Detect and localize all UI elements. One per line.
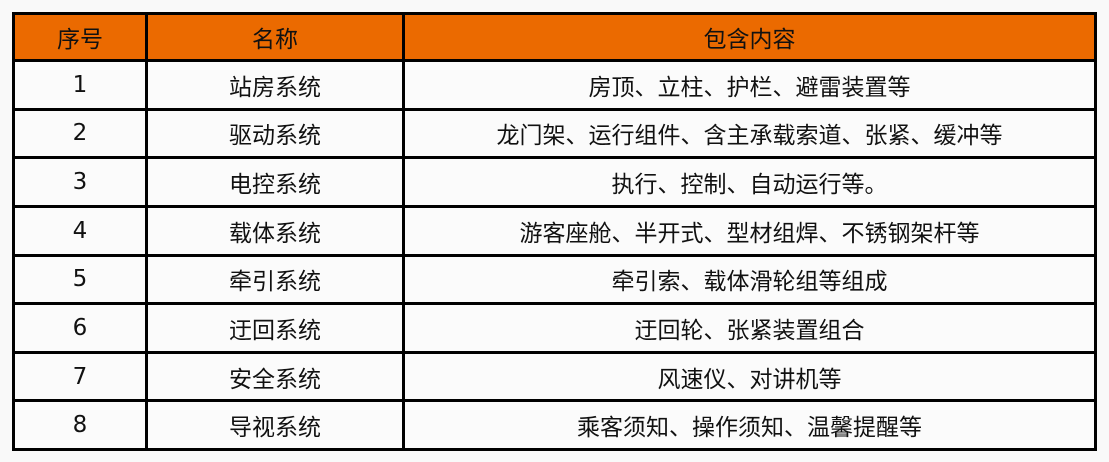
table-row: 7 安全系统 风速仪、对讲机等 bbox=[12, 350, 1097, 403]
cell-content: 执行、控制、自动运行等。 bbox=[402, 156, 1097, 208]
cell-no: 1 bbox=[12, 59, 148, 111]
cell-name: 迂回系统 bbox=[145, 302, 405, 354]
cell-content: 迂回轮、张紧装置组合 bbox=[402, 302, 1097, 354]
cell-no: 4 bbox=[12, 204, 148, 257]
cell-no: 6 bbox=[12, 302, 148, 354]
cell-content: 风速仪、对讲机等 bbox=[402, 350, 1097, 403]
header-content: 包含内容 bbox=[402, 12, 1097, 62]
cell-name: 站房系统 bbox=[145, 59, 405, 111]
cell-no: 2 bbox=[12, 107, 148, 160]
cell-no: 3 bbox=[12, 156, 148, 208]
cell-name: 牵引系统 bbox=[145, 253, 405, 306]
cell-content: 牵引索、载体滑轮组等组成 bbox=[402, 253, 1097, 306]
cell-name: 安全系统 bbox=[145, 350, 405, 403]
table-row: 3 电控系统 执行、控制、自动运行等。 bbox=[12, 156, 1097, 208]
cell-no: 8 bbox=[12, 399, 148, 451]
cell-content: 龙门架、运行组件、含主承载索道、张紧、缓冲等 bbox=[402, 107, 1097, 160]
table-row: 6 迂回系统 迂回轮、张紧装置组合 bbox=[12, 302, 1097, 354]
cell-name: 载体系统 bbox=[145, 204, 405, 257]
table-row: 8 导视系统 乘客须知、操作须知、温馨提醒等 bbox=[12, 399, 1097, 451]
cell-content: 游客座舱、半开式、型材组焊、不锈钢架杆等 bbox=[402, 204, 1097, 257]
cell-name: 驱动系统 bbox=[145, 107, 405, 160]
cell-name: 导视系统 bbox=[145, 399, 405, 451]
cell-no: 5 bbox=[12, 253, 148, 306]
cell-content: 乘客须知、操作须知、温馨提醒等 bbox=[402, 399, 1097, 451]
cell-no: 7 bbox=[12, 350, 148, 403]
cell-name: 电控系统 bbox=[145, 156, 405, 208]
systems-table: 序号 名称 包含内容 1 站房系统 房顶、立柱、护栏、避雷装置等 2 驱动系统 龙门架、运… bbox=[12, 12, 1097, 451]
table-row: 4 载体系统 游客座舱、半开式、型材组焊、不锈钢架杆等 bbox=[12, 204, 1097, 257]
table-row: 1 站房系统 房顶、立柱、护栏、避雷装置等 bbox=[12, 59, 1097, 111]
table-row: 2 驱动系统 龙门架、运行组件、含主承载索道、张紧、缓冲等 bbox=[12, 107, 1097, 160]
header-no: 序号 bbox=[12, 12, 148, 62]
header-name: 名称 bbox=[145, 12, 405, 62]
header-row: 序号 名称 包含内容 bbox=[12, 12, 1097, 62]
table-row: 5 牵引系统 牵引索、载体滑轮组等组成 bbox=[12, 253, 1097, 306]
cell-content: 房顶、立柱、护栏、避雷装置等 bbox=[402, 59, 1097, 111]
